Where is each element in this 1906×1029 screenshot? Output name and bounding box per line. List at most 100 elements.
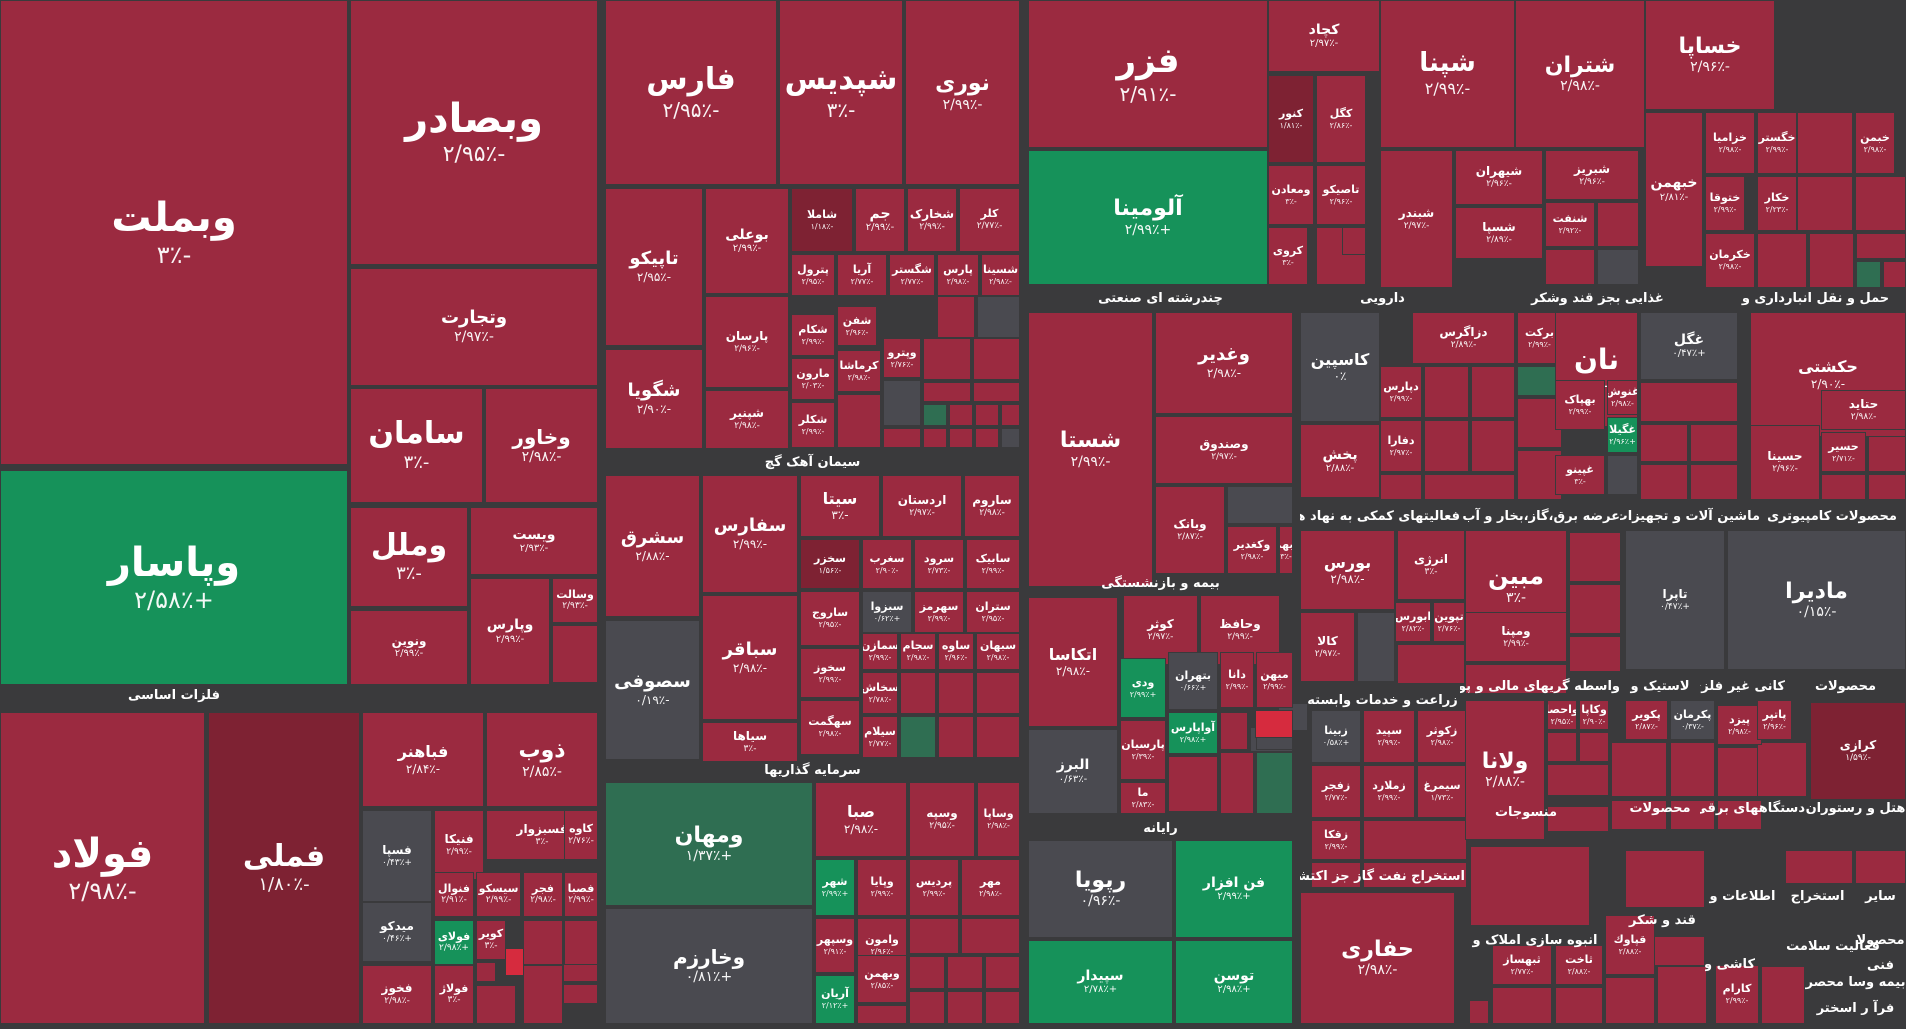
treemap-tile[interactable]: وکاپا -۲/۹۰٪ xyxy=(1579,700,1609,730)
treemap-tile[interactable]: وکغدیر -۲/۹۸٪ xyxy=(1227,526,1277,574)
treemap-tile[interactable]: سپید -۲/۹۹٪ xyxy=(1363,710,1415,763)
treemap-tile[interactable]: سمازن -۲/۹۹٪ xyxy=(862,633,898,670)
treemap-tile[interactable]: وبانک -۲/۸۷٪ xyxy=(1155,486,1225,574)
treemap-tile[interactable]: شبریز -۲/۹۶٪ xyxy=(1545,150,1639,200)
treemap-tile[interactable]: جم -۲/۹۹٪ xyxy=(855,188,905,252)
treemap-tile[interactable]: فولای +۲/۹۸٪ xyxy=(434,920,474,965)
treemap-tile[interactable]: وساپا -۲/۹۸٪ xyxy=(977,782,1020,857)
treemap-tile[interactable]: سشرق -۲/۸۸٪ xyxy=(605,475,700,617)
treemap-tile[interactable]: ساروج -۲/۹۵٪ xyxy=(800,591,860,646)
treemap-tile[interactable]: کلر -۲/۷۷٪ xyxy=(959,188,1020,252)
treemap-tile[interactable]: شفن -۲/۹۶٪ xyxy=(837,306,877,346)
treemap-tile[interactable]: وخارزم +۰/۸۱٪ xyxy=(605,908,813,1024)
treemap-tile[interactable]: کویر -۳٪ xyxy=(476,920,506,960)
treemap-tile[interactable]: حفاری -۲/۹۸٪ xyxy=(1300,892,1455,1024)
treemap-tile[interactable]: حسینا -۲/۹۶٪ xyxy=(1750,425,1820,500)
treemap-tile[interactable]: پارسان -۲/۹۶٪ xyxy=(705,296,789,388)
treemap-tile[interactable]: شهر +۲/۹۹٪ xyxy=(815,859,855,916)
treemap-tile[interactable]: پارس -۲/۹۸٪ xyxy=(937,254,979,296)
treemap-tile[interactable]: ما -۲/۸۳٪ xyxy=(1120,782,1166,814)
treemap-tile[interactable]: سخزر -۱/۵۶٪ xyxy=(800,539,860,589)
treemap-tile[interactable]: کرازی -۱/۵۹٪ xyxy=(1810,702,1906,800)
treemap-tile[interactable]: پارسیان -۲/۳۹٪ xyxy=(1120,720,1166,780)
treemap-tile[interactable]: وکبهمن-۳٪ xyxy=(1279,526,1293,574)
treemap-tile[interactable]: کوثر -۲/۹۷٪ xyxy=(1123,595,1198,665)
treemap-tile[interactable]: سبزوا +۰/۶۲٪ xyxy=(862,591,912,633)
treemap-tile[interactable]: کنور -۱/۸۱٪ xyxy=(1268,75,1314,163)
treemap-tile[interactable]: فصبا -۲/۹۹٪ xyxy=(564,872,598,917)
treemap-tile[interactable]: خکار -۲/۲۳٪ xyxy=(1757,176,1797,231)
treemap-tile[interactable]: بتهران +۰/۶۶٪ xyxy=(1168,652,1218,710)
treemap-tile[interactable]: فجر -۲/۹۸٪ xyxy=(523,872,563,917)
treemap-tile[interactable]: غگل +۰/۴۷٪ xyxy=(1640,312,1738,380)
treemap-tile[interactable]: شکام -۲/۹۹٪ xyxy=(791,314,835,356)
treemap-tile[interactable]: تاپیکو -۲/۹۵٪ xyxy=(605,188,703,346)
treemap-tile[interactable]: سیسکو -۲/۹۹٪ xyxy=(476,872,521,917)
treemap-tile[interactable]: کالا -۲/۹۷٪ xyxy=(1300,612,1355,682)
treemap-tile[interactable]: شخارک -۲/۹۹٪ xyxy=(907,188,957,252)
treemap-tile[interactable]: حتاید -۲/۹۸٪ xyxy=(1821,390,1906,430)
treemap-tile[interactable]: وصندوق -۲/۹۷٪ xyxy=(1155,416,1293,484)
treemap-tile[interactable]: فنیکا -۲/۹۹٪ xyxy=(434,810,484,880)
treemap-tile[interactable]: ذوب -۲/۸۵٪ xyxy=(486,712,598,807)
treemap-tile[interactable]: بورس -۲/۹۸٪ xyxy=(1300,530,1395,610)
treemap-tile[interactable]: برکت -۲/۹۹٪ xyxy=(1517,312,1562,364)
treemap-tile[interactable]: ماديرا -۰/۱۵٪ xyxy=(1727,530,1906,670)
treemap-tile[interactable]: ختوقا -۲/۹۹٪ xyxy=(1705,176,1745,231)
treemap-tile[interactable]: سیتا -۳٪ xyxy=(800,475,880,537)
treemap-tile[interactable]: فزر -۲/۹۱٪ xyxy=(1028,0,1268,148)
treemap-tile[interactable]: پیزد -۲/۹۸٪ xyxy=(1717,705,1762,745)
treemap-tile[interactable]: کاوه -۲/۷۶٪ xyxy=(564,810,598,860)
treemap-tile[interactable]: شسپا -۲/۸۹٪ xyxy=(1455,207,1543,259)
treemap-tile[interactable]: شگویا -۲/۹۰٪ xyxy=(605,349,703,449)
treemap-tile[interactable]: پکویر -۲/۸۷٪ xyxy=(1625,700,1668,740)
treemap-tile[interactable]: زکوثر -۲/۹۸٪ xyxy=(1417,710,1467,763)
treemap-tile[interactable]: ابورس -۲/۸۲٪ xyxy=(1395,602,1431,642)
treemap-tile[interactable]: غنوش -۲/۹۸٪ xyxy=(1607,380,1638,415)
treemap-tile[interactable]: خبمن -۲/۹۸٪ xyxy=(1855,112,1895,174)
treemap-tile[interactable]: واحصا-۲/۹۵٪ xyxy=(1547,700,1577,730)
treemap-tile[interactable]: تاصیکو -۲/۹۶٪ xyxy=(1316,165,1366,225)
treemap-tile[interactable]: شبندر -۲/۹۷٪ xyxy=(1380,150,1453,288)
treemap-tile[interactable]: شگستر -۲/۷۷٪ xyxy=(889,254,935,296)
treemap-tile[interactable]: شسینا -۲/۹۸٪ xyxy=(981,254,1020,296)
treemap-tile[interactable]: آواپارس +۲/۹۸٪ xyxy=(1168,712,1218,754)
treemap-tile[interactable]: وخاور -۲/۹۸٪ xyxy=(485,388,598,503)
treemap-tile[interactable]: ثبهساز -۲/۷۷٪ xyxy=(1492,945,1552,985)
treemap-tile[interactable]: سامان -۳٪ xyxy=(350,388,483,503)
treemap-tile[interactable]: فملی -۱/۸۰٪ xyxy=(208,712,360,1024)
treemap-tile[interactable]: وپترو -۲/۷۶٪ xyxy=(883,338,921,378)
treemap-tile[interactable]: پکرمان -۰/۳۷٪ xyxy=(1670,700,1715,740)
treemap-tile[interactable]: آلومینا +۲/۹۹٪ xyxy=(1028,150,1268,285)
treemap-tile[interactable]: شستا -۲/۹۹٪ xyxy=(1028,312,1153,587)
treemap-tile[interactable]: فخوز -۲/۹۸٪ xyxy=(362,965,432,1024)
treemap-tile[interactable]: ساوه -۲/۹۶٪ xyxy=(938,633,974,670)
treemap-tile[interactable]: مارون -۲/۰۳٪ xyxy=(791,358,835,400)
treemap-tile[interactable]: اردستان -۲/۹۷٪ xyxy=(882,475,962,537)
treemap-tile[interactable]: خگستر -۲/۹۹٪ xyxy=(1757,112,1797,174)
treemap-tile[interactable]: سیاها -۳٪ xyxy=(702,722,798,762)
treemap-tile[interactable]: فولاژ -۳٪ xyxy=(434,965,474,1024)
treemap-tile[interactable]: ومهان +۱/۳۷٪ xyxy=(605,782,813,906)
treemap-tile[interactable]: وپارس -۲/۹۹٪ xyxy=(470,578,550,685)
treemap-tile[interactable]: فنوال -۲/۹۱٪ xyxy=(434,872,474,917)
treemap-tile[interactable]: زبینا +۰/۵۸٪ xyxy=(1311,710,1361,763)
treemap-tile[interactable]: فولاد -۲/۹۸٪ xyxy=(0,712,205,1024)
treemap-tile[interactable]: خزامیا -۲/۹۸٪ xyxy=(1705,112,1755,174)
treemap-tile[interactable]: سجام -۲/۹۸٪ xyxy=(900,633,936,670)
treemap-tile[interactable]: سهگمت -۲/۹۸٪ xyxy=(800,700,860,755)
treemap-tile[interactable]: فن افزار +۲/۹۹٪ xyxy=(1175,840,1293,938)
treemap-tile[interactable]: ومعادن -۳٪ xyxy=(1268,165,1314,225)
treemap-tile[interactable]: تاپرا +۰/۴۷٪ xyxy=(1625,530,1725,670)
treemap-tile[interactable]: ثاخت -۲/۸۸٪ xyxy=(1555,945,1603,985)
treemap-tile[interactable]: وسپهر -۲/۹۱٪ xyxy=(815,918,855,973)
treemap-tile[interactable]: ولانا -۲/۸۸٪ xyxy=(1465,700,1545,840)
treemap-tile[interactable]: وغدیر -۲/۹۸٪ xyxy=(1155,312,1293,414)
treemap-tile[interactable]: شپنیر -۲/۹۸٪ xyxy=(705,390,789,449)
treemap-tile[interactable]: دفارا -۲/۹۷٪ xyxy=(1380,420,1422,472)
treemap-tile[interactable]: کچاد -۲/۹۷٪ xyxy=(1268,0,1380,72)
treemap-tile[interactable]: پاتپر -۲/۹۶٪ xyxy=(1757,700,1792,740)
treemap-tile[interactable]: بوعلی -۲/۹۹٪ xyxy=(705,188,789,294)
treemap-tile[interactable]: غپینو -۳٪ xyxy=(1555,455,1605,495)
treemap-tile[interactable]: ودی +۲/۹۹٪ xyxy=(1120,658,1166,718)
